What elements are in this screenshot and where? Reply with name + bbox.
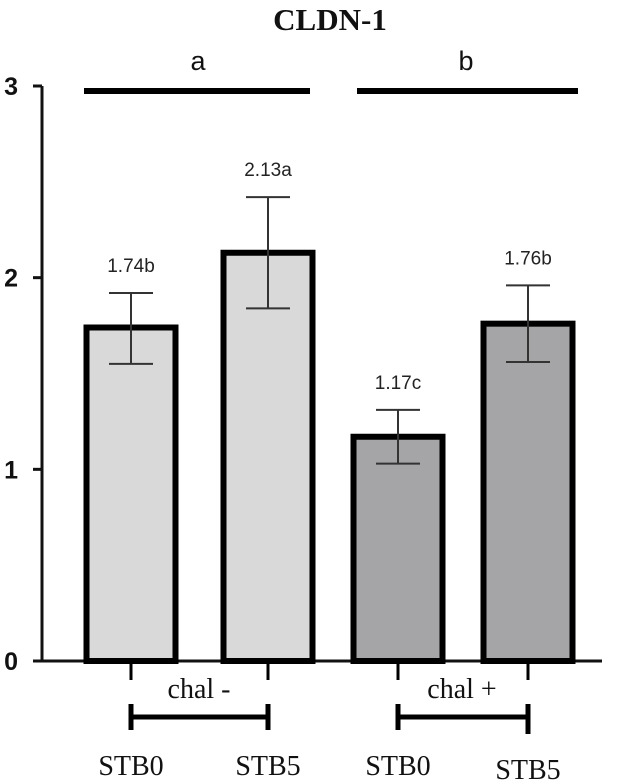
data-label: 1.76b: [504, 248, 552, 269]
data-label: 1.17c: [375, 373, 421, 394]
group-label-1: chal -: [168, 674, 231, 705]
y-tick-label: 0: [4, 648, 18, 676]
y-tick-label: 2: [4, 265, 18, 293]
bar: [350, 433, 446, 664]
bars: [83, 249, 576, 664]
error-bar: [506, 284, 550, 363]
error-bar: [109, 292, 153, 365]
y-tick-label: 1: [4, 456, 18, 484]
value-labels: 1.74b 2.13a 1.17c 1.76b: [107, 160, 552, 394]
x-tick-label: STB0: [365, 751, 430, 782]
group-bracket-1: [128, 664, 271, 730]
x-tick-label: STB0: [98, 751, 163, 782]
x-tick-label: STB5: [235, 751, 300, 782]
data-label: 1.74b: [107, 256, 155, 277]
error-bar: [376, 408, 420, 465]
chart-title: CLDN-1: [273, 2, 387, 37]
y-ticks: 0 1 2 3: [4, 73, 42, 676]
bar: [220, 249, 316, 664]
bar: [83, 324, 179, 664]
bar: [480, 320, 576, 664]
group-significance-label-1: a: [190, 46, 206, 76]
y-tick-label: 3: [4, 73, 18, 101]
data-label: 2.13a: [244, 160, 292, 181]
x-tick-label: STB5: [495, 755, 560, 783]
group-bracket-2: [395, 664, 531, 734]
category-labels: STB0 STB5 STB0 STB5: [98, 751, 560, 783]
error-bars: [109, 196, 550, 465]
group-significance-label-2: b: [458, 46, 473, 76]
error-bar: [246, 196, 290, 310]
group-label-2: chal +: [427, 674, 496, 705]
